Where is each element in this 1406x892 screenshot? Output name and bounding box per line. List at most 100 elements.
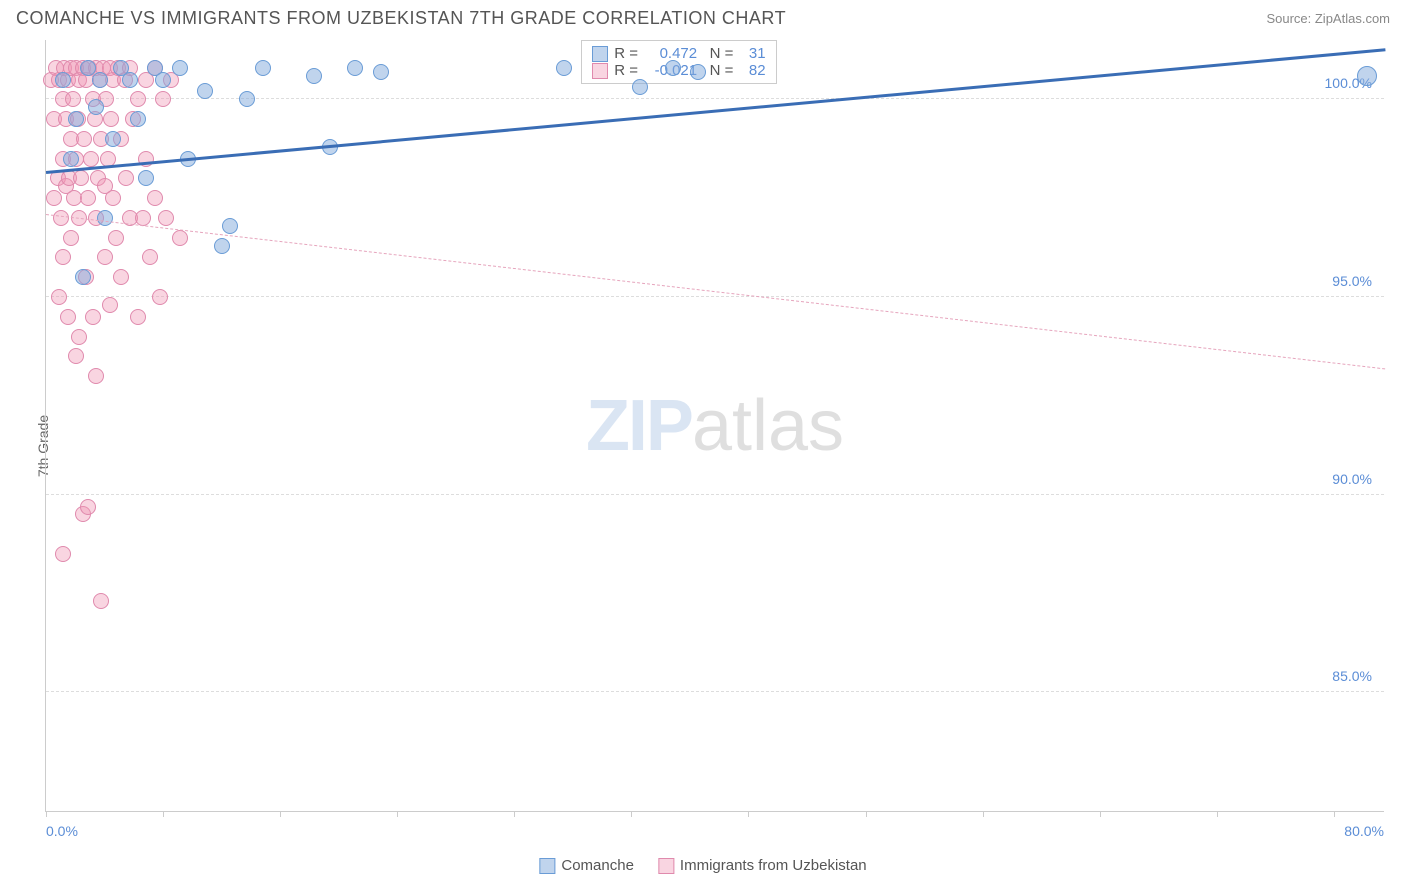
scatter-point	[197, 83, 213, 99]
scatter-point	[135, 210, 151, 226]
scatter-point	[80, 190, 96, 206]
scatter-point	[75, 269, 91, 285]
scatter-point	[172, 230, 188, 246]
n-label: N =	[710, 45, 734, 62]
scatter-point	[172, 60, 188, 76]
scatter-point	[88, 368, 104, 384]
scatter-point	[46, 190, 62, 206]
scatter-point	[556, 60, 572, 76]
scatter-point	[105, 131, 121, 147]
legend-label: Immigrants from Uzbekistan	[680, 857, 867, 874]
scatter-point	[97, 249, 113, 265]
stat-swatch	[592, 63, 608, 79]
scatter-point	[130, 111, 146, 127]
legend-swatch	[658, 858, 674, 874]
scatter-point	[73, 170, 89, 186]
watermark: ZIPatlas	[586, 385, 844, 467]
y-tick-label: 90.0%	[1332, 471, 1372, 487]
gridline	[46, 494, 1384, 495]
scatter-point	[88, 99, 104, 115]
x-tick	[748, 811, 749, 817]
source-attribution: Source: ZipAtlas.com	[1266, 11, 1390, 26]
scatter-point	[97, 210, 113, 226]
scatter-point	[85, 309, 101, 325]
scatter-point	[665, 60, 681, 76]
x-tick	[1334, 811, 1335, 817]
x-tick	[983, 811, 984, 817]
legend-item: Comanche	[539, 857, 634, 874]
n-value: 31	[738, 45, 766, 62]
scatter-point	[103, 111, 119, 127]
scatter-point	[83, 151, 99, 167]
stat-swatch	[592, 46, 608, 62]
scatter-point	[1357, 66, 1377, 86]
r-label: R =	[614, 45, 638, 62]
scatter-point	[65, 91, 81, 107]
scatter-point	[222, 218, 238, 234]
scatter-point	[63, 151, 79, 167]
stat-row: R = 0.472 N = 31	[592, 45, 765, 62]
gridline	[46, 296, 1384, 297]
scatter-point	[118, 170, 134, 186]
scatter-chart: ZIPatlas R = 0.472 N = 31R = -0.021 N = …	[45, 40, 1384, 812]
scatter-point	[63, 230, 79, 246]
x-axis-label: 80.0%	[1344, 823, 1384, 839]
legend-swatch	[539, 858, 555, 874]
scatter-point	[108, 230, 124, 246]
chart-title: COMANCHE VS IMMIGRANTS FROM UZBEKISTAN 7…	[16, 8, 786, 29]
scatter-point	[68, 348, 84, 364]
scatter-point	[122, 72, 138, 88]
scatter-point	[255, 60, 271, 76]
scatter-point	[147, 190, 163, 206]
r-label: R =	[614, 62, 638, 79]
scatter-point	[158, 210, 174, 226]
scatter-point	[53, 210, 69, 226]
chart-legend: Comanche Immigrants from Uzbekistan	[539, 857, 866, 874]
scatter-point	[105, 190, 121, 206]
scatter-point	[76, 131, 92, 147]
scatter-point	[130, 91, 146, 107]
x-tick	[397, 811, 398, 817]
n-label: N =	[710, 62, 734, 79]
x-tick	[46, 811, 47, 817]
scatter-point	[214, 238, 230, 254]
n-value: 82	[738, 62, 766, 79]
scatter-point	[373, 64, 389, 80]
x-tick	[1217, 811, 1218, 817]
x-tick	[1100, 811, 1101, 817]
watermark-zip: ZIP	[586, 386, 692, 466]
scatter-point	[80, 499, 96, 515]
scatter-point	[155, 91, 171, 107]
scatter-point	[142, 249, 158, 265]
scatter-point	[632, 79, 648, 95]
scatter-point	[55, 546, 71, 562]
trendline	[46, 214, 1385, 369]
legend-label: Comanche	[561, 857, 634, 874]
scatter-point	[130, 309, 146, 325]
legend-item: Immigrants from Uzbekistan	[658, 857, 867, 874]
scatter-point	[51, 289, 67, 305]
y-tick-label: 95.0%	[1332, 273, 1372, 289]
scatter-point	[138, 170, 154, 186]
scatter-point	[68, 111, 84, 127]
scatter-point	[92, 72, 108, 88]
scatter-point	[55, 249, 71, 265]
x-tick	[163, 811, 164, 817]
x-axis-label: 0.0%	[46, 823, 78, 839]
x-tick	[866, 811, 867, 817]
scatter-point	[347, 60, 363, 76]
scatter-point	[55, 72, 71, 88]
gridline	[46, 691, 1384, 692]
scatter-point	[71, 329, 87, 345]
chart-header: COMANCHE VS IMMIGRANTS FROM UZBEKISTAN 7…	[0, 0, 1406, 33]
scatter-point	[93, 593, 109, 609]
x-tick	[280, 811, 281, 817]
scatter-point	[690, 64, 706, 80]
scatter-point	[155, 72, 171, 88]
y-tick-label: 85.0%	[1332, 668, 1372, 684]
scatter-point	[60, 309, 76, 325]
watermark-atlas: atlas	[692, 386, 844, 466]
scatter-point	[306, 68, 322, 84]
x-tick	[631, 811, 632, 817]
scatter-point	[152, 289, 168, 305]
